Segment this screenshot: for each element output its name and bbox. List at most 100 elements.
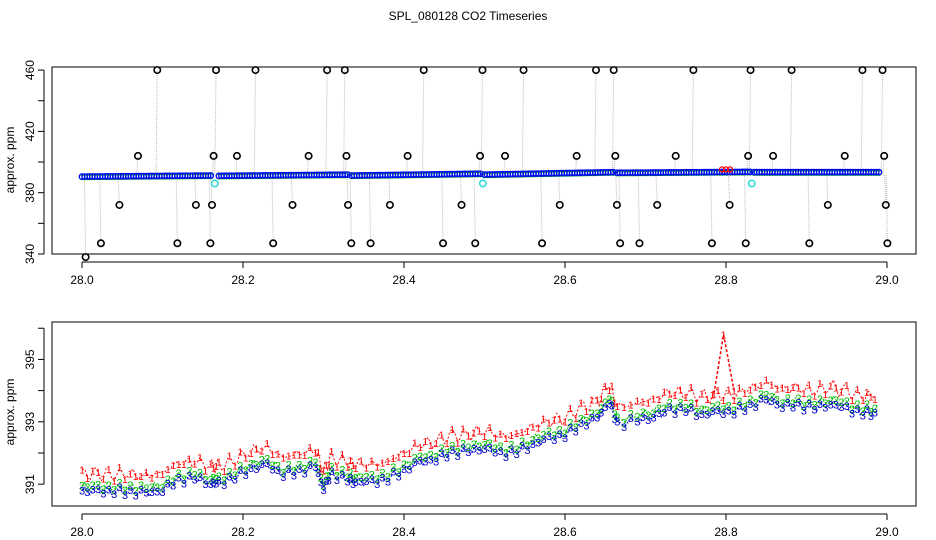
series-point-3: 3	[320, 485, 326, 497]
series-point-1: 1	[785, 385, 791, 396]
series-point-1: 1	[128, 469, 134, 480]
series-point-3: 3	[530, 439, 536, 451]
cyan-point	[478, 179, 487, 188]
series-point-1: 1	[170, 461, 176, 472]
series-point-3: 3	[699, 409, 705, 421]
red-spike-point: 1	[711, 390, 717, 401]
series-point-3: 3	[210, 477, 216, 489]
series-point-2: 2	[747, 394, 753, 406]
series-point-2: 2	[444, 448, 450, 460]
series-point-2: 2	[672, 404, 678, 416]
series-point-2: 2	[433, 452, 439, 464]
series-point-3: 3	[95, 484, 101, 496]
series-point-2: 2	[785, 393, 791, 405]
top-x-tick-label: 28.4	[392, 273, 416, 287]
outlier-point	[191, 200, 200, 209]
series-point-1: 1	[192, 460, 198, 471]
outlier-point	[347, 239, 356, 248]
baseline-point	[873, 168, 880, 176]
series-point-3: 3	[237, 465, 243, 477]
series-point-2: 2	[307, 455, 313, 467]
series-point-2: 2	[503, 447, 509, 459]
series-point-1: 1	[238, 447, 244, 458]
outlier-connector	[210, 175, 213, 205]
outlier-connector	[789, 70, 793, 173]
bottom-x-tick-label: 28.8	[714, 525, 738, 539]
series-point-2: 2	[583, 416, 589, 428]
series-point-3: 3	[318, 477, 324, 489]
outlier-point	[880, 151, 889, 160]
series-point-2: 2	[154, 482, 160, 494]
series-point-1: 1	[302, 451, 308, 462]
outlier-connector	[459, 173, 463, 205]
series-point-1: 1	[90, 467, 96, 478]
series-point-2: 2	[363, 472, 369, 484]
outlier-point	[519, 66, 528, 75]
series-point-3: 3	[667, 402, 673, 414]
series-point-2: 2	[650, 408, 656, 420]
series-point-1: 1	[769, 381, 775, 392]
series-point-2: 2	[422, 452, 428, 464]
series-point-3: 3	[221, 480, 227, 492]
series-point-3: 3	[334, 475, 340, 487]
outlier-point	[707, 239, 716, 248]
outlier-point	[96, 239, 105, 248]
series-point-2: 2	[471, 439, 477, 451]
series-point-1: 1	[621, 403, 627, 414]
series-point-1: 1	[291, 451, 297, 462]
outlier-point	[878, 66, 887, 75]
baseline-point	[609, 168, 617, 176]
series-point-3: 3	[844, 401, 850, 413]
series-point-2: 2	[90, 480, 96, 492]
series-point-3: 3	[149, 487, 155, 499]
series-point-2: 2	[210, 473, 216, 485]
series-point-2: 2	[806, 394, 812, 406]
series-point-3: 3	[159, 487, 165, 499]
series-point-1: 1	[254, 445, 260, 456]
series-point-3: 3	[471, 444, 477, 456]
series-point-3: 3	[374, 479, 380, 491]
series-point-3: 3	[347, 472, 353, 484]
series-point-3: 3	[683, 407, 689, 419]
outlier-connector	[271, 175, 274, 244]
series-point-2: 2	[176, 468, 182, 480]
series-point-2: 2	[849, 404, 855, 416]
series-point-2: 2	[286, 459, 292, 471]
series-point-3: 3	[606, 398, 612, 410]
series-point-1: 1	[270, 450, 276, 461]
series-point-3: 3	[90, 485, 96, 497]
series-point-2: 2	[221, 475, 227, 487]
series-point-3: 3	[315, 468, 321, 480]
series-point-1: 1	[211, 463, 217, 474]
series-point-1: 1	[817, 379, 823, 390]
series-point-1: 1	[348, 456, 354, 467]
series-point-3: 3	[192, 474, 198, 486]
series-point-1: 1	[326, 461, 332, 472]
top-x-tick-label: 29.0	[875, 273, 899, 287]
series-point-3: 3	[715, 405, 721, 417]
outlier-point	[591, 66, 600, 75]
series-point-2: 2	[589, 408, 595, 420]
series-point-2: 2	[318, 473, 324, 485]
series-point-2: 2	[227, 467, 233, 479]
series-point-2: 2	[264, 453, 270, 465]
series-point-2: 2	[213, 474, 219, 486]
series-point-1: 1	[350, 461, 356, 472]
outlier-point	[153, 66, 162, 75]
series-point-3: 3	[181, 479, 187, 491]
outlier-point	[787, 66, 796, 75]
bottom-x-tick-label: 28.2	[231, 525, 255, 539]
series-point-2: 2	[609, 396, 615, 408]
baseline-point	[722, 166, 730, 173]
series-point-3: 3	[524, 445, 530, 457]
series-point-1: 1	[731, 396, 737, 407]
outlier-point	[476, 151, 485, 160]
series-point-3: 3	[736, 401, 742, 413]
outlier-connector	[748, 70, 752, 172]
bottom-x-axis: 28.0 28.2 28.4 28.6 28.8 29.0	[70, 513, 899, 539]
outlier-connector	[615, 172, 618, 205]
series-point-3: 3	[396, 471, 402, 483]
series-point-2: 2	[339, 465, 345, 477]
outlier-connector	[388, 174, 391, 205]
